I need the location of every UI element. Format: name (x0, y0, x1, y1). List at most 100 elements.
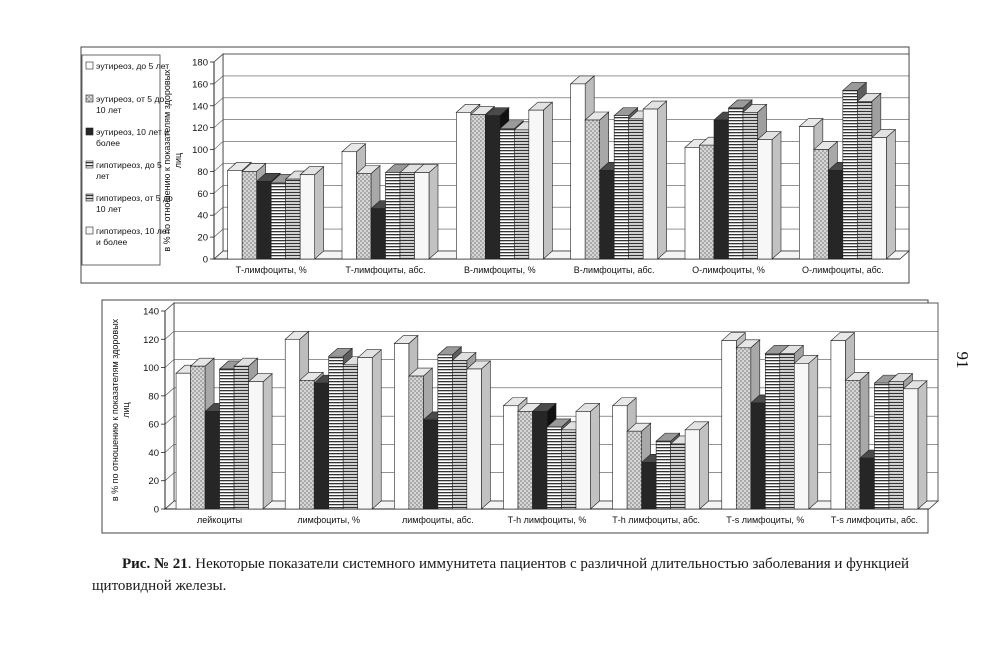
chart2-bar-front (233, 365, 249, 510)
chart1-legend-swatch (85, 127, 94, 136)
chart2-bar-side (699, 421, 709, 510)
chart1-bar-front (256, 180, 272, 260)
chart1-legend-swatch (85, 61, 94, 70)
chart2-bar-front (750, 402, 766, 510)
chart1-gridline (213, 228, 909, 238)
chart2-bar-front (859, 457, 875, 510)
chart1-bar-front (799, 126, 815, 260)
chart2-bar-front (517, 411, 533, 510)
chart1-bar-front (341, 151, 357, 260)
chart1-legend (81, 54, 161, 266)
chart1-bar-front (642, 108, 658, 260)
chart1-bar-front (528, 109, 544, 260)
chart1-y-tick-label: 20 (197, 233, 208, 244)
chart1-y-tick-label: 140 (192, 101, 208, 112)
chart1-legend-swatch (85, 226, 94, 235)
chart1-bar-side (543, 101, 553, 260)
chart1-bar-front (842, 90, 858, 260)
chart2-gridline (164, 302, 938, 312)
chart2-category-label: Т-s лимфоциты, абс. (831, 515, 918, 525)
chart2-bar-front (546, 426, 562, 510)
chart1-bar-side (657, 100, 667, 260)
chart2-bar-front (394, 343, 410, 510)
chart1-gridline (213, 185, 909, 194)
chart2-bar-side (481, 360, 491, 510)
chart1-gridline (213, 141, 909, 150)
figure-caption-text: . Некоторые показатели системного иммуни… (92, 556, 910, 594)
chart2-bar-front (670, 443, 686, 510)
chart1-bar-front (485, 115, 501, 260)
chart2-bar-front (779, 353, 795, 510)
chart2-bar-front (503, 405, 519, 510)
chart2-bar-front (903, 388, 919, 510)
chart2-bar-front (655, 440, 671, 510)
chart1-bar-front (499, 128, 515, 260)
chart1-category-label: Т-лимфоциты, абс. (345, 265, 425, 275)
chart2-bar-front (626, 430, 642, 510)
chart1-bar-side (428, 163, 439, 260)
chart1-gridline (213, 206, 909, 216)
chart1-gridline (213, 163, 909, 172)
chart2-gridline (164, 359, 938, 368)
chart2-bar-front (313, 382, 330, 510)
chart1-bar-front (728, 107, 744, 260)
chart2-bar-front (408, 375, 424, 510)
chart1-gridline (213, 119, 909, 128)
chart1-bar (756, 131, 782, 260)
chart1-bar-side (886, 128, 896, 260)
page-number: 91 (953, 351, 972, 369)
chart2-y-tick-label: 120 (143, 335, 159, 346)
chart1-bar-front (385, 172, 401, 260)
chart1-bar-front (285, 178, 301, 260)
chart2-bar-front (423, 419, 439, 510)
chart1-bar-front (684, 147, 700, 260)
chart2-bar-front (452, 360, 468, 510)
chart1-bar-front (299, 174, 315, 260)
chart1-bar-front (270, 182, 286, 260)
chart2-category-label: лимфоциты, % (297, 515, 360, 525)
chart1-legend-swatch (85, 94, 94, 103)
chart1-y-tick-label: 0 (203, 255, 208, 266)
chart2-y-tick-label: 0 (154, 505, 159, 516)
chart2-y-tick-label: 40 (148, 448, 159, 459)
chart2-bar-front (357, 357, 373, 510)
chart1-legend-label: эутиреоз, 10 лет и более (96, 127, 169, 148)
chart1-bar-side (771, 131, 782, 260)
chart1-bar-front (628, 118, 644, 260)
chart2-bar-front (190, 365, 206, 510)
chart2-bar (793, 354, 819, 510)
chart2-y-tick-label: 60 (148, 420, 159, 431)
chart1-bar-front (370, 208, 386, 260)
chart2-bar-front (342, 364, 359, 510)
chart2-bar-front (721, 340, 737, 510)
chart1-y-tick-label: 160 (192, 79, 208, 90)
chart1-legend-swatch (85, 160, 94, 169)
chart1-bar-front (227, 170, 243, 260)
chart2-bar-front (845, 379, 861, 510)
chart1: 0 20 40 60 80 100 120 140 160 180 в % по отношению… (80, 46, 911, 284)
chart1-y-tick-label: 80 (197, 167, 208, 178)
chart2-bar-front (641, 462, 657, 510)
chart1-bar-front (356, 173, 372, 260)
chart1-y-tick-label: 100 (192, 145, 208, 156)
chart2-bar-front (466, 368, 482, 510)
chart2-y-tick-label: 20 (148, 476, 159, 487)
chart1-bar-front (570, 83, 586, 260)
chart1-bar-front (871, 137, 887, 260)
chart2-bar-front (175, 372, 191, 510)
chart1-category-label: О-лимфоциты, % (692, 265, 765, 275)
chart2-side-wall (164, 302, 175, 510)
chart2: 0 20 40 60 80 100 120 140 в % по отношению к пок… (101, 299, 940, 534)
chart1-y-tick-label: 60 (197, 189, 208, 200)
chart2-bar (356, 349, 383, 510)
chart2-bar-side (917, 380, 928, 510)
chart1-bar (528, 101, 554, 260)
chart1-bar-front (613, 115, 629, 260)
chart2-y-axis-label: в % по отношению к показателям здоровыхл… (110, 318, 131, 501)
chart1-bar (871, 128, 897, 260)
chart1-gridline (213, 53, 909, 63)
chart2-gridline (164, 330, 938, 340)
chart2-gridline (164, 415, 938, 425)
chart2-bar-front (219, 368, 235, 510)
chart1-bar-front (813, 149, 829, 260)
